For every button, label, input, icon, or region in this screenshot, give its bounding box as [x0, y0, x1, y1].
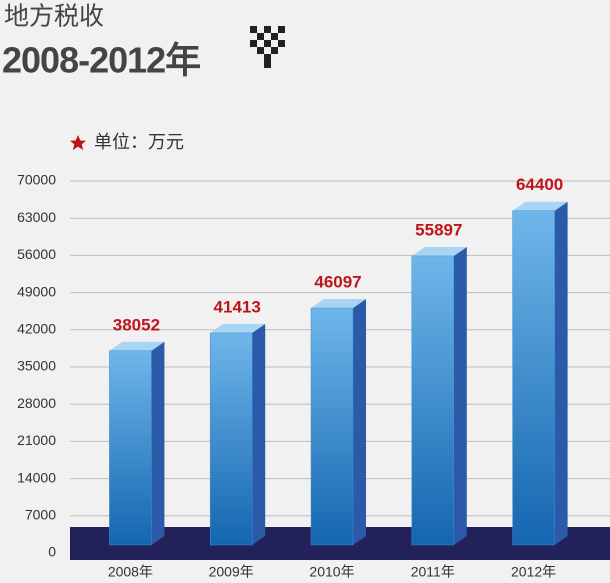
- unit-label: 单位：万元: [94, 132, 184, 152]
- bar: [109, 350, 152, 546]
- x-tick-label: 2010年: [309, 564, 354, 580]
- bar-side: [353, 299, 366, 545]
- y-tick-label: 42000: [17, 321, 56, 337]
- y-tick-label: 49000: [17, 283, 56, 299]
- bar-top: [411, 246, 467, 256]
- chart-title: 地方税收: [4, 3, 104, 31]
- y-tick-label: 7000: [25, 507, 56, 523]
- bar-side: [151, 341, 165, 545]
- bar-side: [453, 246, 467, 545]
- bar: [310, 307, 354, 546]
- value-label: 46097: [314, 273, 361, 292]
- bar: [411, 255, 455, 546]
- y-tick-label: 63000: [17, 209, 56, 225]
- value-label: 41413: [214, 297, 261, 316]
- y-tick-label: 56000: [17, 246, 56, 262]
- y-tick-label: 21000: [17, 432, 56, 448]
- bar-top: [512, 201, 568, 211]
- bar: [209, 332, 253, 546]
- bar-side: [252, 323, 266, 545]
- bar: [512, 210, 555, 546]
- y-tick-label: 35000: [17, 358, 56, 374]
- x-tick-label: 2011年: [411, 564, 455, 580]
- bar-top: [311, 299, 366, 309]
- y-tick-label: 28000: [17, 395, 56, 411]
- y-tick-label: 70000: [17, 172, 56, 188]
- y-tick-label: 0: [48, 544, 56, 560]
- x-tick-label: 2009年: [209, 564, 254, 580]
- logo-icon: [250, 26, 285, 68]
- x-tick-label: 2008年: [108, 564, 153, 580]
- y-tick-label: 14000: [17, 469, 56, 485]
- unit-star: [70, 135, 86, 150]
- value-label: 64400: [516, 175, 563, 194]
- chart-subtitle: 2008-2012年: [2, 40, 200, 81]
- bar-side: [554, 201, 568, 545]
- bar-top: [210, 323, 266, 333]
- value-label: 38052: [113, 315, 160, 334]
- bar-top: [109, 341, 165, 351]
- value-label: 55897: [415, 220, 462, 239]
- x-tick-label: 2012年: [511, 564, 556, 580]
